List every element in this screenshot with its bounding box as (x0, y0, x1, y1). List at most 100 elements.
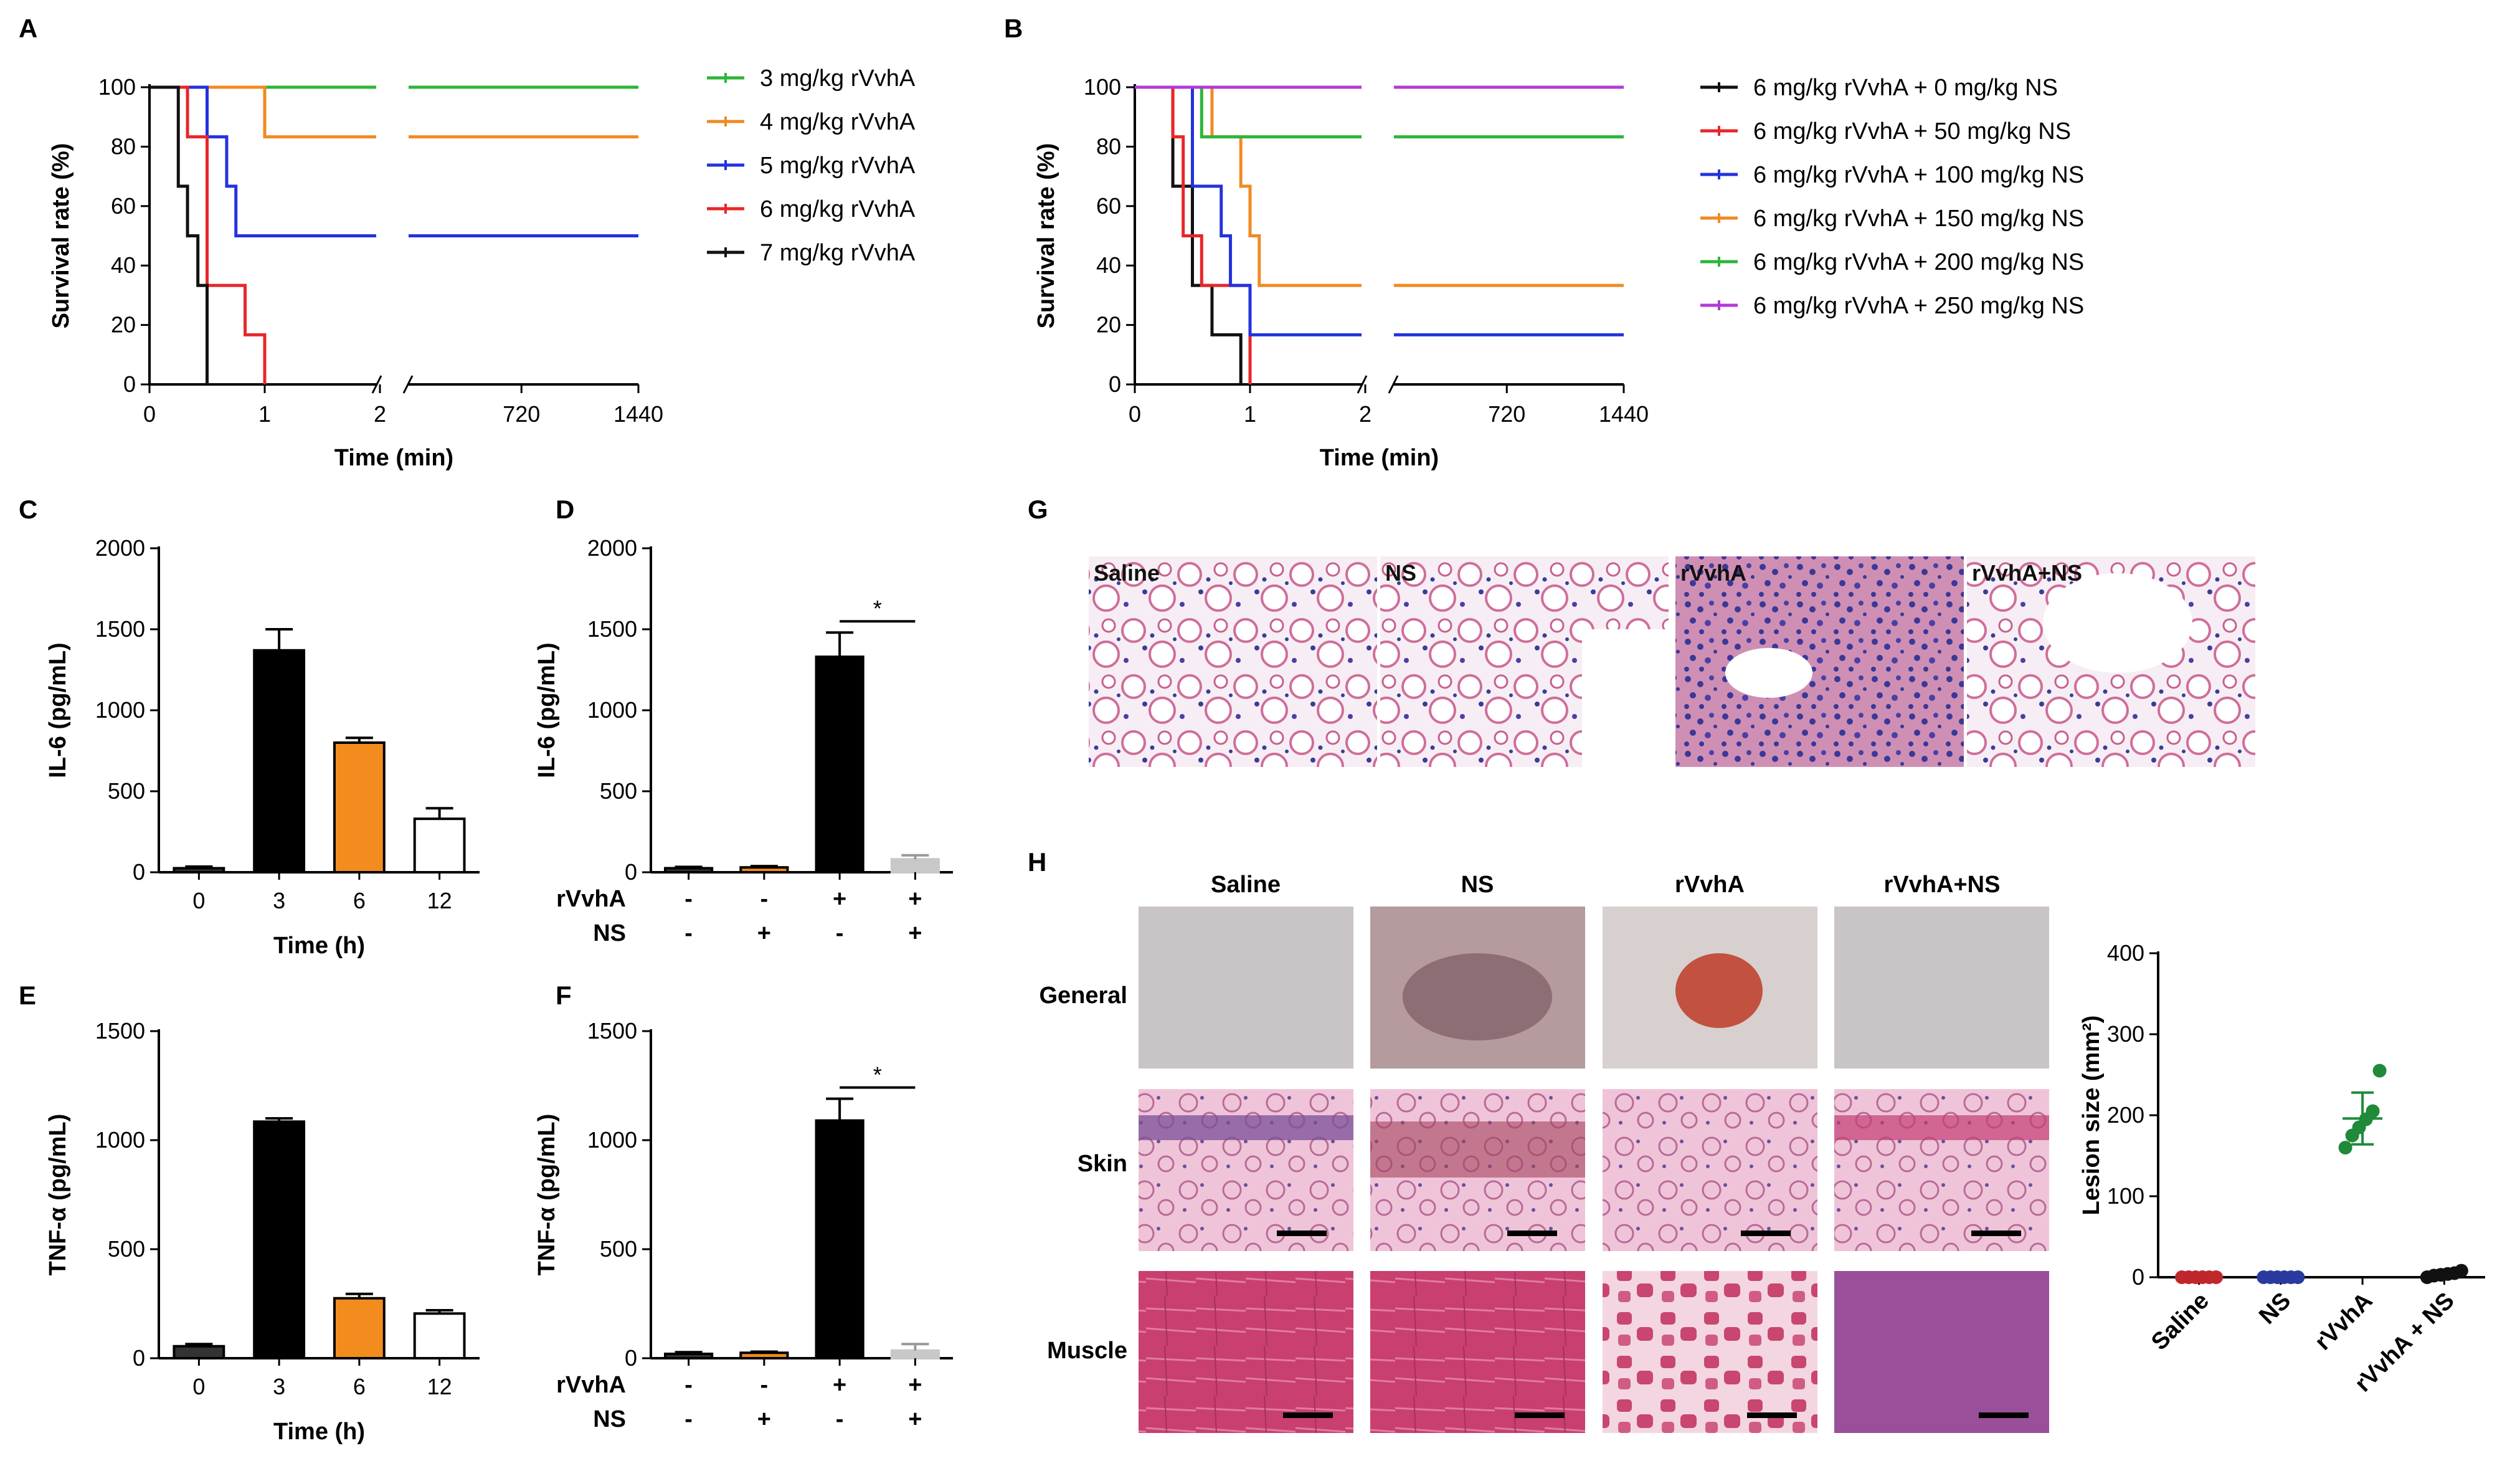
scale-bar (1507, 1231, 1557, 1236)
y-tick-label: 1500 (587, 616, 637, 642)
x-axis-label: Time (min) (334, 445, 453, 471)
bar (890, 1349, 940, 1359)
legend-label: 6 mg/kg rVvhA (760, 196, 916, 222)
bar (333, 741, 386, 874)
lung-title-saline: Saline (1094, 560, 1160, 586)
panel-label-b: B (1004, 14, 1023, 43)
photo-general-ns-patch (1403, 953, 1552, 1040)
condition-sign: + (908, 886, 922, 912)
bar (253, 649, 306, 874)
panel-label-h: H (1028, 847, 1046, 877)
y-tick-label: 60 (111, 193, 136, 219)
lung-image-rvvha-airspace (1725, 648, 1812, 698)
x-tick-label: 12 (427, 888, 452, 913)
y-tick-label: 100 (98, 74, 136, 100)
bar (890, 858, 940, 874)
condition-sign: + (833, 886, 846, 912)
bar (815, 1119, 864, 1359)
condition-sign: - (684, 886, 693, 912)
legend-label: 6 mg/kg rVvhA + 150 mg/kg NS (1753, 206, 2084, 232)
legend-label: 6 mg/kg rVvhA + 250 mg/kg NS (1753, 293, 2084, 319)
y-tick-label: 500 (600, 778, 637, 804)
photo-muscle-rvvha-ns (1834, 1271, 2049, 1433)
scale-bar (1741, 1231, 1791, 1236)
legend-label: 6 mg/kg rVvhA + 200 mg/kg NS (1753, 249, 2084, 275)
survival-series-line (1135, 85, 1624, 139)
scale-bar (1747, 1412, 1797, 1418)
panel-label-d: D (556, 495, 574, 524)
x-tick-label: NS (2254, 1288, 2296, 1330)
condition-sign: + (757, 920, 771, 946)
condition-sign: + (757, 1406, 771, 1432)
lesion-scatter-chart: 0 100 200 300 400 Lesion size (mm²) Saline NS rV… (2078, 940, 2485, 1397)
x-tick-label: 720 (503, 401, 540, 427)
y-tick-label: 400 (2107, 940, 2144, 966)
x-axis-label: Time (min) (1320, 445, 1439, 471)
axis-break-mark (402, 375, 414, 394)
panel-label-a: A (19, 14, 37, 43)
condition-sign: - (836, 920, 844, 946)
y-tick-label: 60 (1096, 193, 1121, 219)
h-col-title-saline: Saline (1211, 872, 1281, 898)
y-tick-label: 1500 (95, 616, 145, 642)
bar (664, 1353, 714, 1359)
y-tick-label: 2000 (95, 535, 145, 561)
h-row-title-skin: Skin (1078, 1151, 1127, 1177)
y-tick-label: 500 (600, 1236, 637, 1262)
condition-row-label: NS (593, 920, 626, 946)
condition-sign: + (833, 1372, 846, 1398)
x-tick-label: 0 (192, 1374, 205, 1399)
survival-chart-b: 0 20 40 60 80 100 0 1 2 720 1440 Time (min) Survival… (1033, 74, 2084, 471)
axis-break-mark (1357, 375, 1368, 394)
y-tick-label: 40 (111, 252, 136, 278)
y-tick-label: 0 (133, 859, 145, 885)
h-col-title-ns: NS (1461, 872, 1494, 898)
bar (413, 817, 466, 874)
y-tick-label: 1000 (587, 697, 637, 723)
panel-g-histology: Saline NS rVvhA rVvhA+NS (1089, 556, 2255, 767)
survival-series-line (1135, 85, 1624, 287)
y-tick-label: 1500 (587, 1018, 637, 1044)
photo-general-rvvha-ns (1834, 907, 2049, 1069)
y-axis-label: TNF-α (pg/mL) (45, 1114, 71, 1276)
y-tick-label: 0 (625, 1345, 637, 1371)
y-axis-label: Lesion size (mm²) (2078, 1016, 2105, 1216)
x-tick-label: 720 (1488, 401, 1525, 427)
bar-chart-c: 0 500 1000 1500 2000 IL-6 (pg/mL) 0 3 6 12 Time (h… (45, 535, 480, 959)
data-point (2372, 1064, 2387, 1078)
bar-chart-f: 0 500 1000 1500 TNF-α (pg/mL) rVvhA - - + + NS - + - +… (534, 1018, 953, 1432)
x-tick-label: 1440 (1599, 401, 1649, 427)
x-axis-label: Time (h) (273, 1419, 365, 1445)
y-tick-label: 1000 (95, 1127, 145, 1153)
significance-marker: * (873, 1062, 882, 1088)
data-point (2366, 1104, 2380, 1118)
y-tick-label: 0 (1109, 371, 1121, 397)
axis-break-mark (1388, 375, 1399, 394)
x-axis-label: Time (h) (273, 933, 365, 959)
scale-bar (1277, 1231, 1327, 1236)
condition-sign: - (760, 886, 769, 912)
condition-sign: + (908, 920, 922, 946)
condition-row-label: rVvhA (556, 1372, 626, 1398)
bar (173, 867, 225, 874)
y-tick-label: 80 (111, 133, 136, 159)
bar-chart-d: 0 500 1000 1500 2000 IL-6 (pg/mL) rVvhA - - + + NS -… (534, 535, 953, 946)
y-tick-label: 1500 (95, 1018, 145, 1044)
legend-label: 5 mg/kg rVvhA (760, 153, 916, 179)
survival-series-line (149, 85, 209, 384)
y-axis-label: IL-6 (pg/mL) (45, 642, 71, 778)
lung-image-rvvha (1675, 556, 1964, 767)
legend-label: 6 mg/kg rVvhA + 0 mg/kg NS (1753, 75, 2058, 101)
photo-muscle-saline (1139, 1271, 1353, 1433)
bar (253, 1120, 306, 1359)
survival-series-line (149, 85, 638, 139)
x-tick-label: Saline (2146, 1288, 2214, 1356)
condition-sign: + (908, 1372, 922, 1398)
x-tick-label: 2 (374, 401, 386, 427)
lung-title-rvvha: rVvhA (1680, 560, 1746, 586)
bar (173, 1345, 225, 1359)
condition-row-label: rVvhA (556, 886, 626, 912)
lung-title-rvvha-ns: rVvhA+NS (1972, 560, 2082, 586)
panel-label-c: C (19, 495, 37, 524)
